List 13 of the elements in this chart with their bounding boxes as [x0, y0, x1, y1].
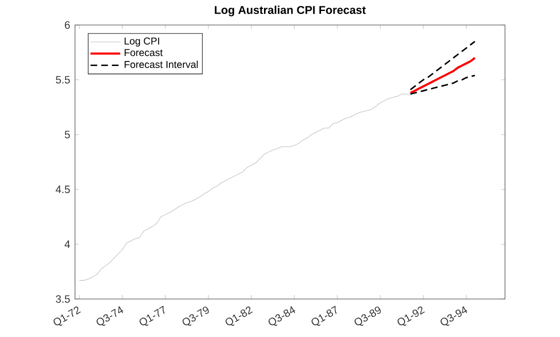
line-series	[410, 74, 476, 95]
y-tick-label: 5	[64, 130, 70, 138]
legend-label: Forecast	[124, 49, 163, 56]
chart-title: Log Australian CPI Forecast	[214, 6, 366, 16]
line-series	[409, 56, 476, 94]
y-tick-label: 6	[64, 21, 70, 29]
y-tick-label: 4.5	[56, 186, 70, 194]
line-series	[410, 40, 476, 90]
legend-label: Log CPI	[124, 37, 160, 47]
y-tick-label: 3.5	[56, 295, 70, 303]
y-tick-label: 5.5	[56, 76, 70, 84]
legend-label: Forecast Interval	[124, 60, 198, 68]
y-tick-label: 4	[64, 240, 70, 248]
